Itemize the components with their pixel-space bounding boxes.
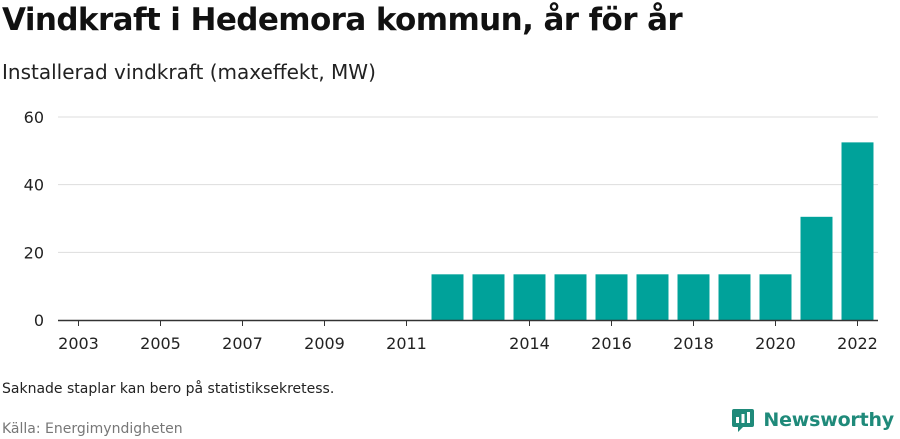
bar — [759, 274, 792, 320]
bar — [677, 274, 710, 320]
bar — [841, 142, 874, 320]
x-tick-label: 2018 — [673, 334, 714, 353]
source-text: Källa: Energimyndigheten — [2, 421, 183, 437]
x-tick-label: 2016 — [591, 334, 632, 353]
bar-chart: 0 20 40 60 2003 2005 2007 2009 2011 2014 2016 2018 2… — [24, 108, 878, 353]
bar — [472, 274, 505, 320]
newsworthy-logo-icon — [732, 409, 755, 432]
bar — [800, 216, 833, 320]
x-tick-label: 2020 — [755, 334, 796, 353]
x-tick-label: 2009 — [304, 334, 345, 353]
y-tick-label: 40 — [24, 176, 44, 195]
x-tick-label: 2007 — [222, 334, 263, 353]
bar — [636, 274, 669, 320]
chart-title: Vindkraft i Hedemora kommun, år för år — [2, 2, 683, 38]
bar — [554, 274, 587, 320]
x-tick-label: 2022 — [837, 334, 878, 353]
bar — [513, 274, 546, 320]
bar — [595, 274, 628, 320]
footnote: Saknade staplar kan bero på statistiksek… — [2, 381, 335, 397]
y-tick-label: 60 — [24, 108, 44, 127]
x-tick-label: 2011 — [386, 334, 427, 353]
x-tick-label: 2005 — [140, 334, 181, 353]
chart-subtitle: Installerad vindkraft (maxeffekt, MW) — [2, 60, 376, 84]
x-tick-label: 2014 — [509, 334, 550, 353]
y-tick-label: 20 — [24, 243, 44, 262]
bar — [718, 274, 751, 320]
bar — [431, 274, 464, 320]
brand-name: Newsworthy — [763, 409, 894, 431]
x-tick-label: 2003 — [58, 334, 99, 353]
y-tick-label: 0 — [34, 311, 44, 330]
brand-logo: Newsworthy — [731, 407, 894, 433]
